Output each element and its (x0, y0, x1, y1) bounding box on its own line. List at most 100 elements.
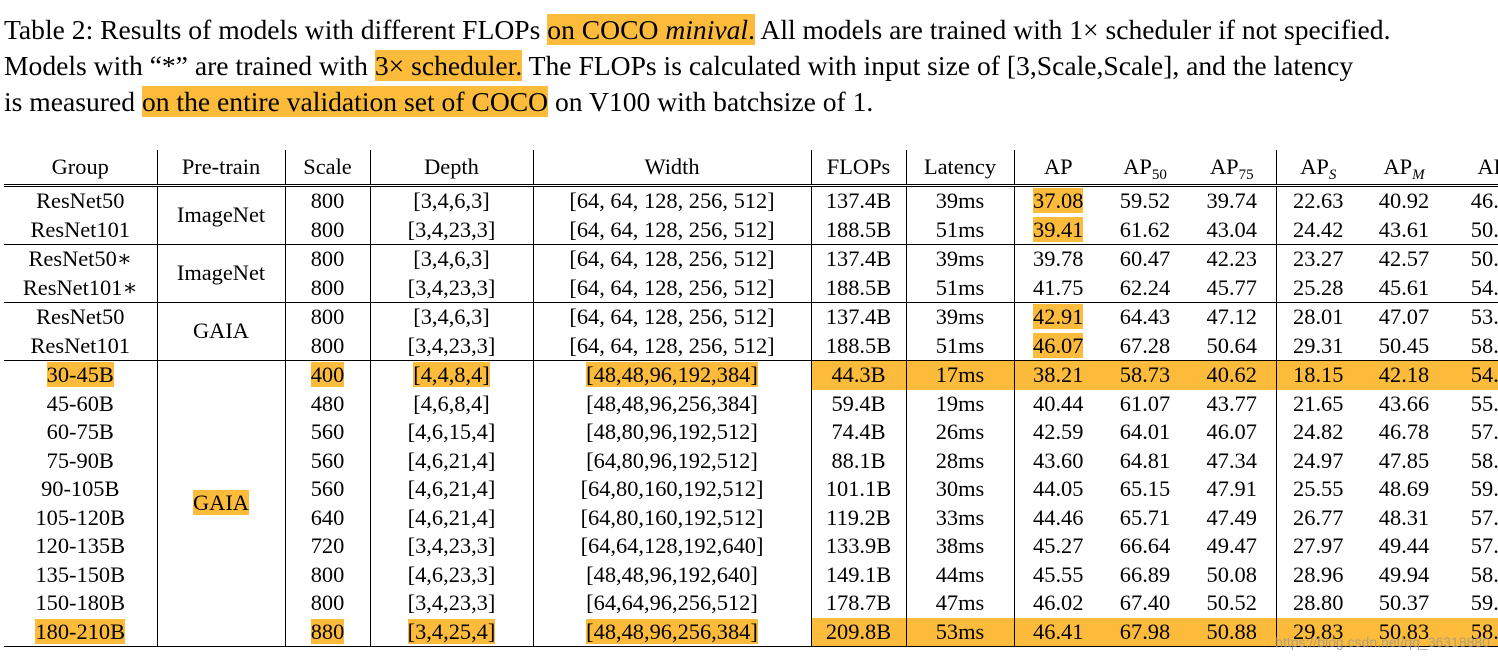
scale-value: 720 (310, 533, 345, 558)
group-value: 135-150B (35, 561, 126, 587)
group-value: ResNet50 (36, 188, 125, 213)
ap-value: 40.44 (1033, 390, 1084, 416)
cell-apl: 58.50 (1448, 332, 1498, 361)
cell-depth: [4,6,23,3] (370, 560, 534, 589)
cell-depth: [3,4,23,3] (370, 589, 534, 618)
group-value: 60-75B (46, 419, 114, 444)
cell-apl: 57.21 (1448, 504, 1498, 533)
apm-value: 42.57 (1378, 246, 1430, 271)
cell-group: 45-60B (4, 389, 158, 418)
cell-latency: 51ms (906, 215, 1015, 245)
apl-value: 59.09 (1470, 476, 1498, 501)
apm-value: 50.37 (1378, 590, 1430, 615)
group-value: ResNet101 (30, 332, 130, 358)
cell-aps: 26.77 (1276, 504, 1360, 533)
ap-value: 41.75 (1033, 274, 1084, 300)
apl-value: 54.39 (1470, 274, 1498, 300)
aps-value: 24.82 (1293, 419, 1344, 444)
cell-ap50: 66.64 (1102, 532, 1188, 561)
group-value: ResNet50 (36, 304, 125, 329)
width-value: [48,48,96,256,384] (586, 390, 758, 416)
apm-value: 50.45 (1378, 332, 1430, 358)
apl-value: 57.42 (1470, 419, 1498, 444)
group-value: 150-180B (35, 590, 126, 615)
ap75-value: 50.64 (1206, 332, 1257, 358)
flops-value: 88.1B (831, 447, 886, 473)
depth-value: [4,6,21,4] (407, 504, 496, 530)
cell-group: ResNet101∗ (4, 273, 158, 303)
latency-value: 39ms (935, 246, 985, 271)
cell-scale: 720 (285, 532, 371, 561)
cell-ap50: 67.98 (1102, 617, 1188, 647)
apm-value: 46.78 (1378, 419, 1430, 444)
width-value: [64, 64, 128, 256, 512] (569, 332, 775, 358)
width-value: [64,80,96,192,512] (586, 447, 758, 473)
cell-apl: 59.01 (1448, 589, 1498, 618)
cell-width: [64,64,96,256,512] (533, 589, 812, 618)
cell-ap75: 45.77 (1188, 273, 1277, 303)
ap75-value: 47.34 (1206, 447, 1257, 473)
header-scale: Scale (285, 150, 371, 187)
table-body: ResNet50 ImageNet 800 [3,4,6,3] [64, 64, 128… (4, 185, 1498, 647)
apl-value: 53.81 (1470, 304, 1498, 329)
cell-ap: 42.59 (1014, 418, 1102, 447)
cell-ap75: 50.52 (1188, 589, 1277, 618)
cell-flops: 59.4B (811, 389, 907, 418)
cell-apl: 59.09 (1448, 475, 1498, 504)
ap50-value: 64.81 (1119, 447, 1171, 473)
table-row: ResNet101 800 [3,4,23,3] [64, 64, 128, 256,… (4, 331, 1498, 361)
cell-aps: 25.28 (1276, 274, 1360, 303)
group-value: 75-90B (46, 447, 114, 473)
cell-depth: [3,4,23,3] (370, 331, 534, 361)
header-pretrain: Pre-train (157, 150, 286, 187)
ap50-value: 64.43 (1119, 304, 1171, 329)
depth-value: [4,6,23,3] (407, 561, 496, 587)
depth-value: [3,4,6,3] (413, 246, 490, 271)
header-width: Width (533, 150, 812, 187)
cell-latency: 19ms (906, 389, 1015, 418)
apl-value: 58.01 (1470, 561, 1498, 587)
cell-ap50: 61.07 (1102, 390, 1188, 419)
ap50-value: 59.52 (1119, 188, 1171, 213)
cell-apl: 57.89 (1448, 532, 1498, 561)
cell-apl: 53.81 (1448, 302, 1498, 332)
cell-scale: 640 (285, 503, 371, 532)
cell-aps: 18.15 (1276, 360, 1360, 390)
cell-scale: 400 (285, 360, 371, 390)
apm-value: 45.61 (1378, 274, 1430, 300)
flops-value: 119.2B (826, 504, 891, 530)
depth-value: [4,6,21,4] (407, 447, 496, 473)
aps-value: 28.01 (1293, 304, 1344, 329)
group-value: 30-45B (46, 362, 114, 387)
cell-depth: [3,4,6,3] (370, 244, 534, 274)
cell-apl: 46.51 (1448, 186, 1498, 216)
cell-apl: 58.62 (1448, 447, 1498, 476)
ap75-value: 50.52 (1206, 590, 1257, 615)
table-caption: Table 2: Results of models with differen… (4, 12, 1498, 120)
aps-value: 25.55 (1293, 476, 1344, 501)
header-aps-main: AP (1300, 154, 1329, 179)
latency-value: 51ms (935, 274, 985, 300)
apl-value: 58.50 (1470, 332, 1498, 358)
table-row: ResNet50 ImageNet 800 [3,4,6,3] [64, 64, 128… (4, 185, 1498, 245)
ap75-value: 47.49 (1206, 504, 1257, 530)
header-apm-sub: M (1412, 167, 1425, 183)
cell-ap50: 65.15 (1102, 475, 1188, 504)
flops-value: 74.4B (831, 419, 886, 444)
cell-flops: 209.8B (811, 617, 907, 647)
cell-apl: 58.01 (1448, 561, 1498, 590)
width-value: [48,80,96,192,512] (586, 419, 758, 444)
ap50-value: 67.28 (1119, 332, 1171, 358)
group-value: 120-135B (35, 533, 126, 558)
ap75-value: 49.47 (1206, 533, 1257, 558)
cell-ap: 46.41 (1014, 617, 1102, 647)
scale-value: 800 (310, 590, 345, 615)
ap-value: 46.41 (1033, 618, 1084, 644)
cell-latency: 51ms (906, 273, 1015, 303)
cell-pretrain: GAIA (157, 302, 286, 361)
table-row: 30-45B GAIA 400 [4,4,8,4] [48,48,96,192,384]… (4, 360, 1498, 647)
cell-scale: 800 (285, 560, 371, 589)
cell-apl: 50.53 (1448, 216, 1498, 245)
flops-value: 137.4B (825, 304, 892, 329)
caption-text: on COCO (547, 14, 666, 45)
